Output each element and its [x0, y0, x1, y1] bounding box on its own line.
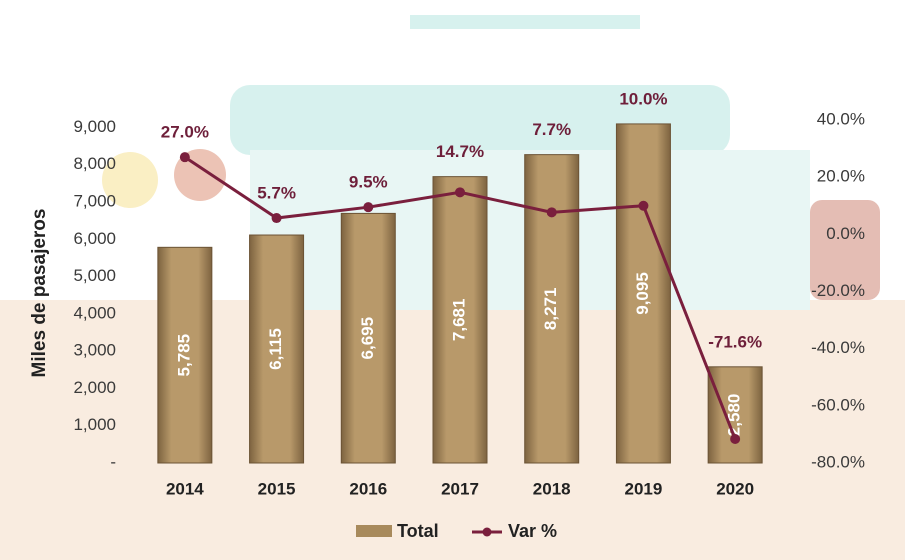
legend: Total Var % [356, 521, 557, 541]
y2-tick-label: -60.0% [811, 395, 865, 414]
bar-value-label: 2,580 [725, 394, 744, 437]
legend-label: Var % [508, 521, 557, 541]
y-tick-label: 8,000 [73, 154, 116, 173]
y-tick-label: 4,000 [73, 303, 116, 322]
line-value-label: 7.7% [532, 120, 571, 139]
y-tick-label: 5,000 [73, 266, 116, 285]
y2-tick-label: 0.0% [826, 224, 865, 243]
y2-tick-label: 40.0% [817, 109, 865, 128]
bar-value-label: 6,115 [266, 328, 285, 370]
y-tick-label: - [110, 452, 116, 471]
line-marker [638, 200, 649, 211]
line-value-label: 5.7% [257, 184, 296, 203]
line-marker [179, 152, 190, 163]
line-marker [730, 433, 741, 444]
bar-value-label: 5,785 [174, 334, 193, 377]
bar [524, 154, 580, 464]
line-value-label: 27.0% [161, 123, 209, 142]
y-tick-label: 9,000 [73, 117, 116, 136]
line-marker [363, 202, 374, 213]
bar-value-label: 8,271 [541, 288, 560, 331]
line-value-label: -71.6% [708, 332, 762, 351]
y-tick-label: 3,000 [73, 341, 116, 360]
y-tick-label: 1,000 [73, 415, 116, 434]
line-value-label: 10.0% [619, 89, 667, 108]
legend-swatch [482, 527, 492, 537]
bar [340, 212, 396, 464]
bar [432, 176, 488, 464]
x-tick-label: 2015 [258, 479, 296, 498]
y-tick-label: 7,000 [73, 192, 116, 211]
y2-tick-label: -80.0% [811, 452, 865, 471]
bar [249, 234, 305, 464]
x-tick-label: 2017 [441, 479, 479, 498]
x-tick-label: 2018 [533, 479, 571, 498]
line-marker [455, 187, 465, 198]
legend-swatch [356, 525, 392, 537]
bar-value-label: 7,681 [449, 299, 468, 342]
bar [615, 123, 671, 464]
line-marker [546, 207, 557, 218]
x-tick-label: 2014 [166, 479, 204, 498]
line-value-label: 14.7% [436, 142, 484, 161]
y-tick-label: 2,000 [73, 378, 116, 397]
line-value-label: 9.5% [349, 173, 388, 192]
y-tick-label: 6,000 [73, 229, 116, 248]
y2-tick-label: -20.0% [811, 281, 865, 300]
bar-value-label: 9,095 [633, 272, 652, 315]
line-marker [271, 213, 282, 224]
bar [707, 366, 763, 464]
x-tick-label: 2019 [625, 479, 663, 498]
y2-tick-label: -40.0% [811, 338, 865, 357]
x-tick-label: 2016 [349, 479, 387, 498]
y2-tick-label: 20.0% [817, 167, 865, 186]
x-tick-label: 2020 [716, 479, 754, 498]
bar-value-label: 6,695 [358, 317, 377, 360]
bar [157, 246, 213, 464]
y-axis-title: Miles de pasajeros [29, 209, 50, 378]
legend-label: Total [397, 521, 439, 541]
